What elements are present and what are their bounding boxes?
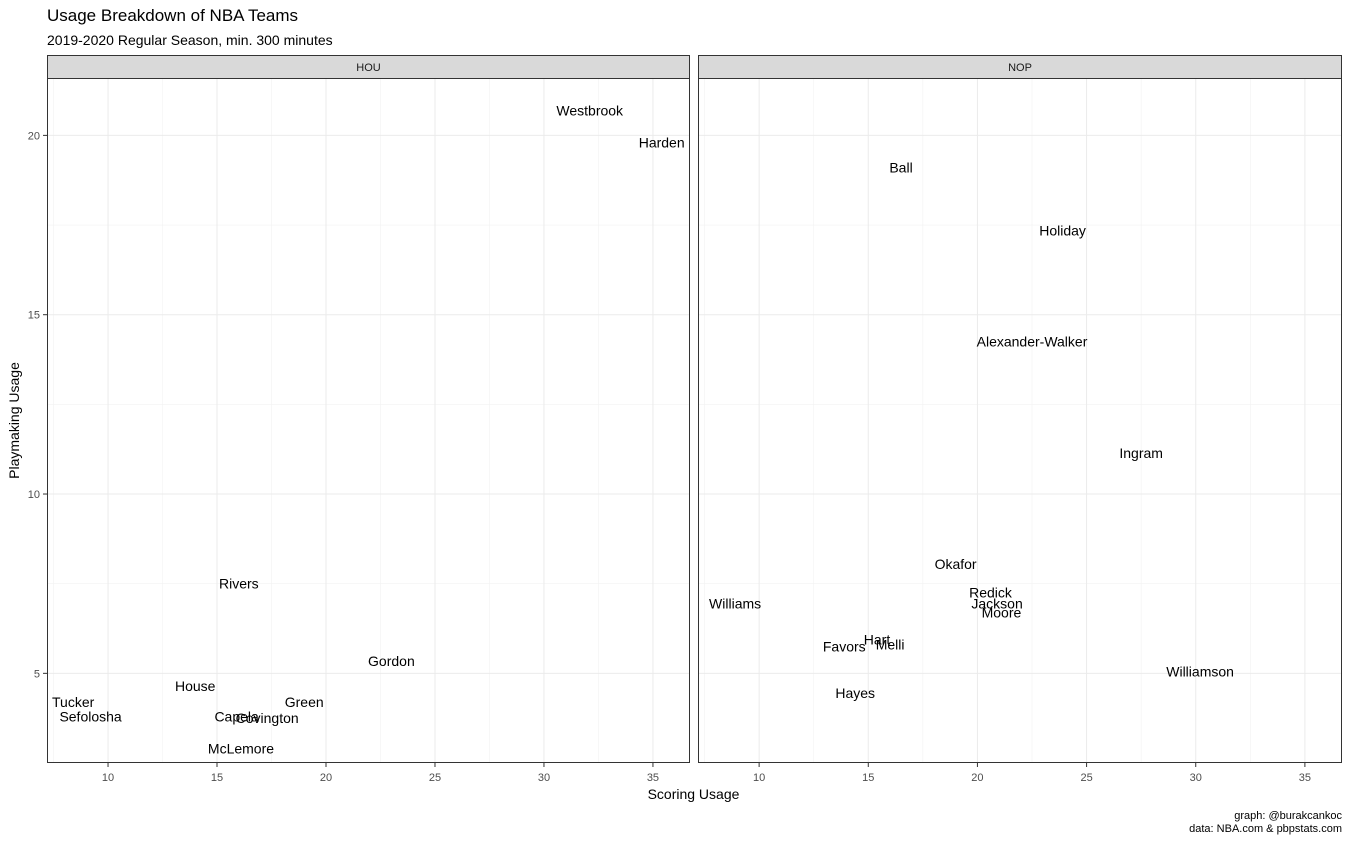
x-tick-label: 30 [538,772,550,784]
point-label: Harden [639,135,685,151]
point-label: Ingram [1119,445,1163,461]
point-label: Williamson [1166,664,1234,680]
point-label: McLemore [208,741,274,757]
x-axis-title: Scoring Usage [648,786,740,802]
x-tick-label: 10 [102,772,114,784]
y-tick-label: 20 [28,130,40,142]
facet-strip-label: HOU [356,62,381,74]
point-label: Hart [864,631,891,647]
x-tick-label: 20 [320,772,332,784]
chart-title: Usage Breakdown of NBA Teams [47,6,299,25]
point-label: House [175,678,216,694]
panel-background [698,78,1342,763]
point-label: Holiday [1039,222,1086,238]
point-label: Melli [876,637,905,653]
facet-strip [47,55,690,79]
point-label: Favors [823,638,866,654]
point-label: Williams [709,595,761,611]
chart-subtitle: 2019-2020 Regular Season, min. 300 minut… [47,32,333,48]
point-label: Tucker [52,694,95,710]
panel-background [47,78,690,763]
y-tick-label: 10 [28,489,40,501]
y-tick-label: 15 [28,310,40,322]
point-label: Hayes [835,685,875,701]
x-tick-label: 25 [1080,772,1092,784]
x-tick-label: 25 [429,772,441,784]
point-label: Capela [214,708,259,724]
x-tick-label: 35 [1299,772,1311,784]
point-label: Gordon [368,653,415,669]
y-tick-label: 5 [34,668,40,680]
x-tick-label: 35 [647,772,659,784]
caption-line-credit: graph: @burakcankoc [1234,810,1342,822]
point-label: Alexander-Walker [977,334,1088,350]
caption-line-source: data: NBA.com & pbpstats.com [1189,823,1342,835]
x-tick-label: 20 [971,772,983,784]
x-tick-label: 10 [753,772,765,784]
point-label: Okafor [935,556,977,572]
point-label: Sefolosha [59,708,121,724]
x-tick-label: 30 [1190,772,1202,784]
x-tick-label: 15 [862,772,874,784]
point-label: Green [285,694,324,710]
caption: graph: @burakcankoc data: NBA.com & pbps… [1189,810,1342,836]
y-axis-title: Playmaking Usage [6,362,22,479]
point-label: Moore [982,604,1022,620]
point-label: Rivers [219,576,259,592]
point-label: Covington [236,710,299,726]
point-label: Ball [889,160,912,176]
x-tick-label: 15 [211,772,223,784]
point-label: Westbrook [556,102,624,118]
facet-strip-label: NOP [1008,62,1032,74]
facet-strip [698,55,1342,79]
point-label: Redick [969,585,1013,601]
point-label: Jackson [971,595,1022,611]
